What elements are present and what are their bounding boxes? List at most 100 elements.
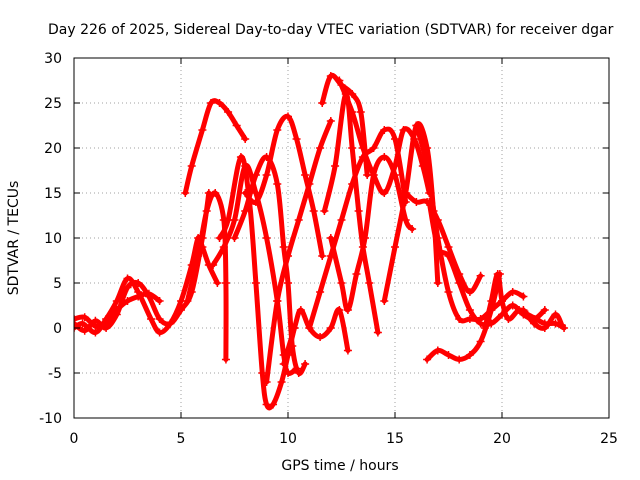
plus-marker <box>230 234 239 242</box>
series-sat-i <box>241 112 327 260</box>
plus-marker <box>444 351 453 359</box>
y-tick-label: 0 <box>53 321 62 337</box>
plus-marker <box>224 216 233 224</box>
plus-marker <box>155 297 164 305</box>
plus-marker <box>348 108 357 116</box>
plus-marker <box>465 351 474 359</box>
y-axis-title: SDTVAR / TECUs <box>6 181 22 296</box>
plus-marker <box>294 369 303 377</box>
series-trace <box>336 78 432 196</box>
plus-marker <box>236 153 245 161</box>
plus-marker <box>380 153 389 161</box>
plus-marker <box>326 72 335 80</box>
plus-marker <box>305 324 314 332</box>
plus-marker <box>408 225 417 233</box>
plus-marker <box>251 198 260 206</box>
plus-marker <box>273 297 282 305</box>
plus-marker <box>221 279 230 287</box>
plus-marker <box>279 360 288 368</box>
y-tick-label: -5 <box>48 366 62 382</box>
y-tick-label: 15 <box>44 186 62 202</box>
plus-marker <box>213 279 222 287</box>
plus-marker <box>241 189 250 197</box>
plus-marker <box>433 279 442 287</box>
plus-marker <box>181 189 190 197</box>
plus-marker <box>465 306 474 314</box>
plus-marker <box>123 274 132 283</box>
plus-marker <box>241 207 250 215</box>
plus-marker <box>80 326 89 335</box>
axis-ticks <box>73 57 610 419</box>
plus-marker <box>301 360 310 368</box>
plus-marker <box>373 328 382 337</box>
plus-marker <box>251 171 260 179</box>
plus-marker <box>198 126 207 134</box>
plus-marker <box>465 288 474 296</box>
plus-marker <box>365 279 374 287</box>
series-sat-d <box>181 98 250 197</box>
plus-marker <box>356 108 365 116</box>
y-tick-label: 20 <box>44 141 62 157</box>
plus-marker <box>498 297 506 305</box>
plus-marker <box>551 310 560 319</box>
plus-marker <box>277 378 286 386</box>
plus-marker <box>343 346 352 355</box>
plus-marker <box>273 126 282 134</box>
plus-marker <box>530 319 539 328</box>
series-sat-e <box>183 189 230 364</box>
x-axis-title: GPS time / hours <box>281 458 398 474</box>
plus-marker <box>358 144 367 152</box>
plus-marker <box>316 144 325 152</box>
x-tick-label: 15 <box>386 431 404 447</box>
plus-marker <box>455 315 464 323</box>
plus-marker <box>296 306 305 314</box>
y-tick-label: 30 <box>44 51 62 67</box>
plus-marker <box>412 198 421 206</box>
plus-marker <box>369 171 378 179</box>
plus-marker <box>508 288 517 296</box>
plus-marker <box>206 99 215 107</box>
plus-marker <box>476 271 485 280</box>
plus-marker <box>155 315 164 323</box>
plus-marker <box>166 319 175 328</box>
plus-marker <box>80 313 89 322</box>
series-trace <box>232 154 308 377</box>
plus-marker <box>316 288 325 296</box>
plus-marker <box>309 207 318 215</box>
plus-marker <box>444 288 453 296</box>
plus-marker <box>391 162 399 170</box>
plus-marker <box>337 279 346 287</box>
plus-marker <box>519 306 528 314</box>
plus-marker <box>301 171 310 179</box>
plus-marker <box>123 297 132 305</box>
plus-marker <box>251 279 260 287</box>
series-trace <box>328 154 415 313</box>
plus-marker <box>318 99 327 107</box>
plus-marker <box>504 315 513 323</box>
plus-marker <box>262 234 271 242</box>
y-tick-label: 25 <box>44 96 62 112</box>
plus-marker <box>258 369 267 377</box>
plus-marker <box>401 189 410 197</box>
plus-marker <box>433 243 442 251</box>
plus-marker <box>380 126 389 134</box>
plus-marker <box>444 243 453 251</box>
plus-marker <box>209 261 218 269</box>
plus-marker <box>194 252 203 260</box>
series-sat-j <box>262 117 335 386</box>
series-trace <box>217 154 297 411</box>
x-tick-label: 5 <box>177 431 186 447</box>
plus-marker <box>557 321 566 330</box>
plus-marker <box>144 289 153 298</box>
data-series <box>74 72 569 411</box>
plus-marker <box>284 112 292 121</box>
plus-marker <box>493 270 502 278</box>
plus-marker <box>352 270 361 278</box>
plus-marker <box>316 333 325 341</box>
plus-marker <box>433 346 442 355</box>
series-sat-r <box>401 189 485 296</box>
plus-marker <box>369 144 378 152</box>
plus-marker <box>540 306 549 314</box>
series-sat-k <box>279 306 352 368</box>
